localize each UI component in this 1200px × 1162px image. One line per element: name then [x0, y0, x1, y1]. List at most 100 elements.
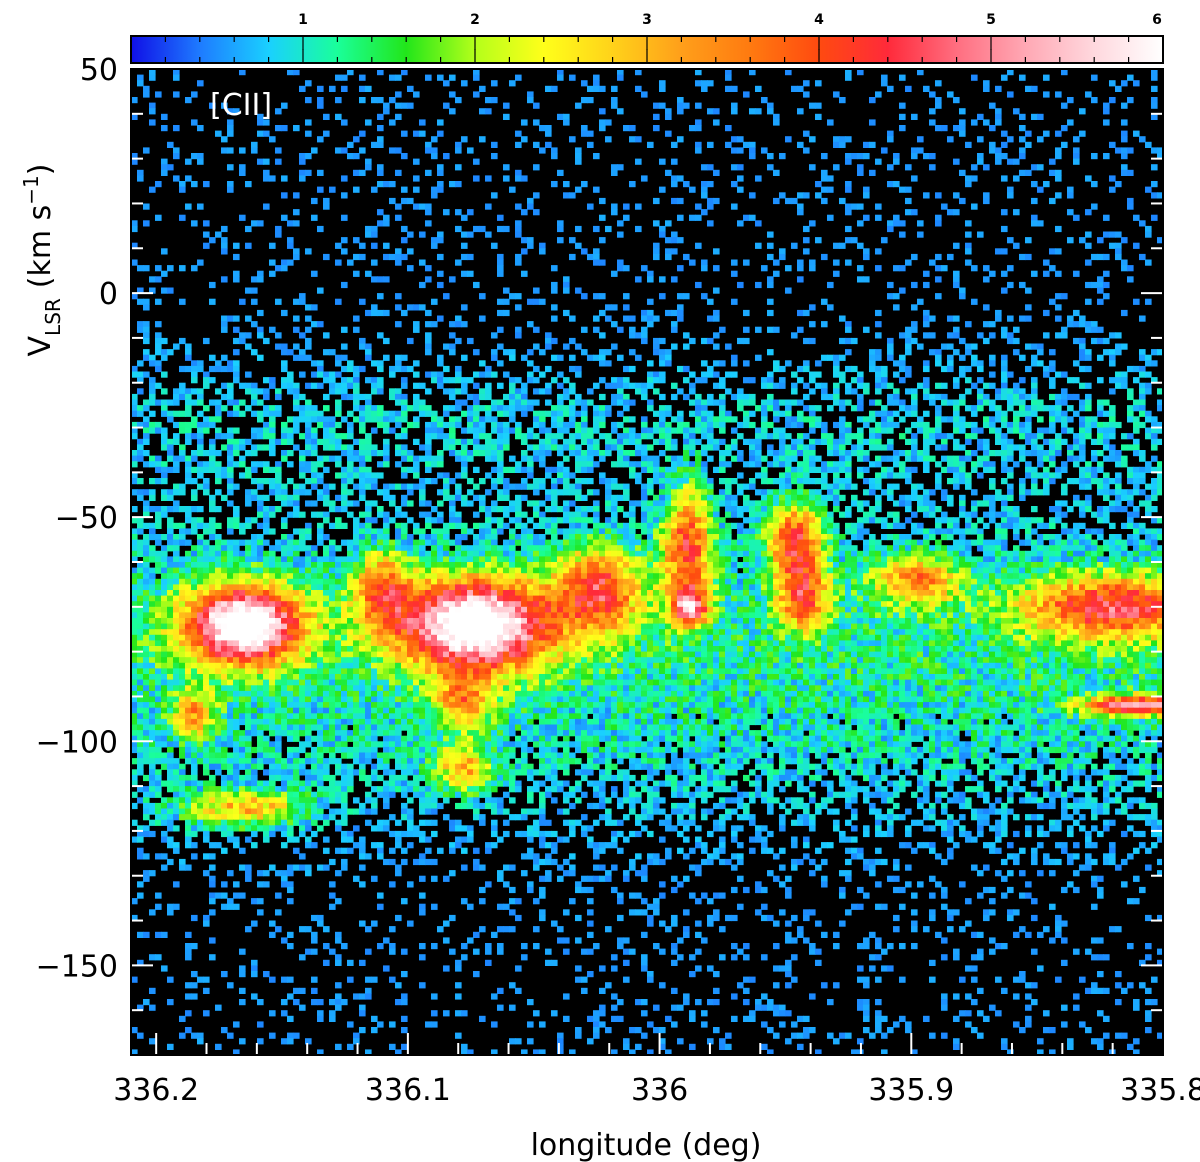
- heatmap-cell: [521, 405, 528, 412]
- heatmap-cell: [227, 393, 234, 401]
- heatmap-cell: [365, 377, 372, 384]
- heatmap-cell: [725, 141, 732, 148]
- heatmap-cell: [917, 382, 924, 389]
- heatmap-cell: [935, 393, 942, 401]
- heatmap-cell: [719, 416, 726, 423]
- heatmap-cell: [143, 511, 150, 518]
- heatmap-cell: [977, 461, 984, 468]
- heatmap-cell: [707, 433, 714, 440]
- heatmap-cell: [737, 534, 744, 541]
- heatmap-cell: [395, 433, 402, 440]
- heatmap-cell: [635, 158, 642, 165]
- heatmap-cell: [467, 270, 474, 277]
- heatmap-cell: [911, 393, 918, 401]
- heatmap-cell: [509, 539, 516, 546]
- heatmap-cell: [389, 410, 396, 417]
- heatmap-cell: [857, 455, 864, 462]
- heatmap-cell: [569, 399, 576, 406]
- heatmap-cell: [1031, 382, 1038, 389]
- heatmap-cell: [887, 220, 894, 227]
- heatmap-cell: [959, 534, 966, 541]
- heatmap-cell: [1013, 108, 1020, 115]
- heatmap-cell: [533, 483, 540, 490]
- heatmap-cell: [755, 175, 762, 182]
- heatmap-cell: [905, 371, 912, 378]
- heatmap-cell: [701, 209, 708, 216]
- heatmap-cell: [557, 74, 564, 81]
- heatmap-cell: [311, 444, 318, 451]
- heatmap-cell: [239, 337, 246, 345]
- heatmap-cell: [995, 309, 1002, 317]
- heatmap-cell: [527, 405, 534, 412]
- heatmap-cell: [959, 500, 966, 507]
- heatmap-cell: [749, 108, 756, 115]
- heatmap-cell: [1031, 214, 1038, 221]
- heatmap-cell: [929, 332, 936, 339]
- heatmap-cell: [401, 494, 408, 501]
- heatmap-cell: [539, 388, 546, 395]
- heatmap-cell: [869, 354, 876, 361]
- heatmap-cell: [533, 455, 540, 462]
- heatmap-cell: [161, 337, 168, 345]
- heatmap-cell: [539, 125, 546, 132]
- heatmap-cell: [869, 141, 876, 148]
- heatmap-cell: [131, 393, 138, 401]
- heatmap-cell: [599, 354, 606, 361]
- heatmap-cell: [1103, 410, 1110, 417]
- heatmap-cell: [827, 405, 834, 412]
- heatmap-cell: [209, 500, 216, 507]
- heatmap-cell: [257, 461, 264, 468]
- heatmap-cell: [491, 478, 498, 485]
- heatmap-cell: [821, 494, 828, 501]
- heatmap-cell: [323, 438, 330, 445]
- heatmap-cell: [587, 455, 594, 462]
- heatmap-cell: [911, 209, 918, 216]
- heatmap-cell: [1097, 354, 1104, 361]
- heatmap-cell: [611, 539, 618, 546]
- heatmap-cell: [137, 545, 144, 552]
- heatmap-cell: [1097, 545, 1104, 552]
- heatmap-cell: [911, 545, 918, 552]
- heatmap-cell: [185, 343, 192, 350]
- heatmap-cell: [275, 472, 282, 479]
- heatmap-cell: [143, 337, 150, 345]
- heatmap-cell: [521, 209, 528, 216]
- heatmap-cell: [203, 421, 210, 429]
- heatmap-cell: [395, 393, 402, 401]
- heatmap-cell: [629, 522, 636, 529]
- heatmap-cell: [749, 461, 756, 468]
- heatmap-cell: [839, 450, 846, 457]
- heatmap-cell: [1133, 214, 1140, 221]
- heatmap-cell: [797, 410, 804, 417]
- heatmap-cell: [215, 410, 222, 417]
- heatmap-cell: [797, 85, 804, 92]
- heatmap-cell: [281, 365, 288, 373]
- heatmap-cell: [845, 466, 852, 473]
- heatmap-cell: [617, 438, 624, 445]
- heatmap-cell: [545, 141, 552, 148]
- heatmap-cell: [1037, 433, 1044, 440]
- heatmap-cell: [731, 500, 738, 507]
- heatmap-cell: [1127, 494, 1134, 501]
- heatmap-cell: [785, 410, 792, 417]
- heatmap-cell: [827, 433, 834, 440]
- heatmap-cell: [497, 214, 504, 221]
- heatmap-cell: [1103, 478, 1110, 485]
- heatmap-cell: [605, 382, 612, 389]
- heatmap-cell: [197, 466, 204, 473]
- heatmap-cell: [893, 522, 900, 529]
- heatmap-cell: [839, 416, 846, 423]
- heatmap-cell: [905, 365, 912, 373]
- heatmap-cell: [671, 506, 678, 513]
- heatmap-cell: [605, 450, 612, 457]
- heatmap-cell: [407, 455, 414, 462]
- heatmap-cell: [617, 74, 624, 81]
- heatmap-cell: [479, 416, 486, 423]
- heatmap-cell: [905, 534, 912, 541]
- heatmap-cell: [881, 466, 888, 473]
- heatmap-cell: [431, 136, 438, 143]
- heatmap-cell: [485, 506, 492, 513]
- heatmap-cell: [641, 382, 648, 389]
- heatmap-cell: [515, 130, 522, 137]
- heatmap-cell: [221, 365, 228, 373]
